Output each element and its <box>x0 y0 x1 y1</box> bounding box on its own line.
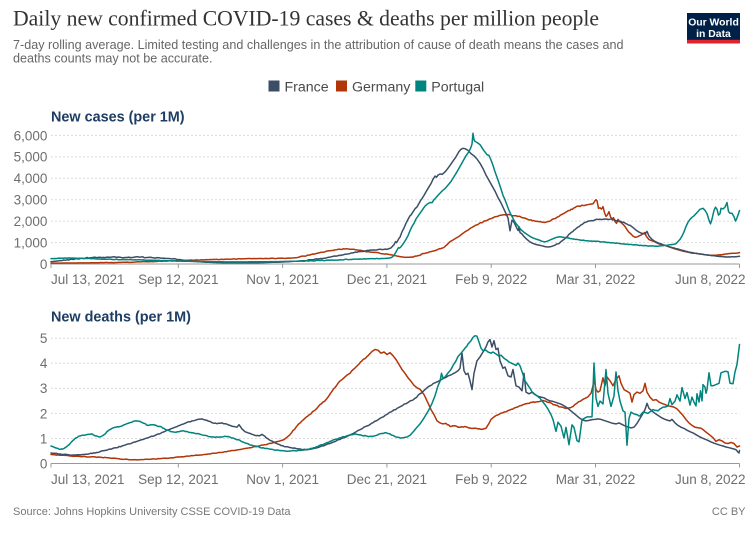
svg-text:Mar 31, 2022: Mar 31, 2022 <box>556 272 636 287</box>
svg-text:New deaths (per 1M): New deaths (per 1M) <box>51 310 191 326</box>
svg-text:4: 4 <box>40 356 48 371</box>
svg-text:6,000: 6,000 <box>14 128 48 143</box>
svg-text:Jun 8, 2022: Jun 8, 2022 <box>675 272 746 287</box>
svg-text:Sep 12, 2021: Sep 12, 2021 <box>138 272 218 287</box>
svg-text:Dec 21, 2021: Dec 21, 2021 <box>347 272 427 287</box>
svg-text:in Data: in Data <box>696 29 731 40</box>
svg-text:5: 5 <box>40 331 48 346</box>
svg-text:7-day rolling average. Limited: 7-day rolling average. Limited testing a… <box>13 38 623 52</box>
svg-text:Mar 31, 2022: Mar 31, 2022 <box>556 472 636 487</box>
svg-text:deaths counts may not be accur: deaths counts may not be accurate. <box>13 52 213 66</box>
svg-text:3: 3 <box>40 381 48 396</box>
svg-text:4,000: 4,000 <box>14 171 48 186</box>
svg-text:Feb 9, 2022: Feb 9, 2022 <box>455 472 527 487</box>
svg-text:New cases (per 1M): New cases (per 1M) <box>51 110 185 126</box>
svg-text:Sep 12, 2021: Sep 12, 2021 <box>138 472 218 487</box>
svg-text:0: 0 <box>40 456 48 471</box>
svg-text:Jul 13, 2021: Jul 13, 2021 <box>51 472 125 487</box>
svg-text:Dec 21, 2021: Dec 21, 2021 <box>347 472 427 487</box>
svg-text:5,000: 5,000 <box>14 150 48 165</box>
svg-text:CC BY: CC BY <box>712 506 746 518</box>
svg-text:1,000: 1,000 <box>14 236 48 251</box>
svg-text:Daily new confirmed COVID-19 c: Daily new confirmed COVID-19 cases & dea… <box>13 7 599 31</box>
svg-text:Jul 13, 2021: Jul 13, 2021 <box>51 272 125 287</box>
svg-text:0: 0 <box>40 257 48 272</box>
svg-text:Nov 1, 2021: Nov 1, 2021 <box>246 472 319 487</box>
svg-text:Germany: Germany <box>352 80 411 96</box>
svg-text:2: 2 <box>40 406 48 421</box>
svg-text:1: 1 <box>40 431 48 446</box>
svg-text:Source: Johns Hopkins Universi: Source: Johns Hopkins University CSSE CO… <box>13 506 291 518</box>
svg-text:Feb 9, 2022: Feb 9, 2022 <box>455 272 527 287</box>
svg-text:Jun 8, 2022: Jun 8, 2022 <box>675 472 746 487</box>
svg-text:3,000: 3,000 <box>14 193 48 208</box>
svg-text:Portugal: Portugal <box>431 80 484 96</box>
svg-text:Nov 1, 2021: Nov 1, 2021 <box>246 272 319 287</box>
svg-text:France: France <box>285 80 329 96</box>
svg-text:2,000: 2,000 <box>14 214 48 229</box>
svg-text:Our World: Our World <box>688 18 739 29</box>
